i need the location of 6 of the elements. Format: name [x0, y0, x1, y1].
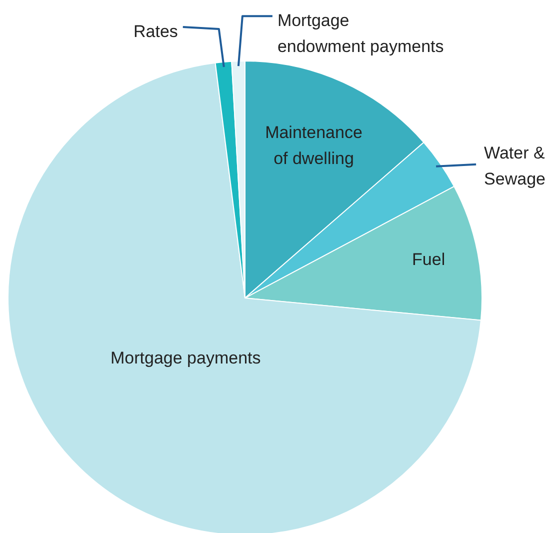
slice-label: Water & Sewage — [484, 144, 546, 189]
slice-label: Fuel — [412, 250, 446, 270]
slice-label: Maintenance of dwelling — [265, 124, 362, 168]
slice-label: Mortgage payments — [110, 348, 261, 368]
slice-label: Rates — [133, 22, 178, 42]
slice-label: Mortgage endowment payments — [277, 12, 444, 57]
